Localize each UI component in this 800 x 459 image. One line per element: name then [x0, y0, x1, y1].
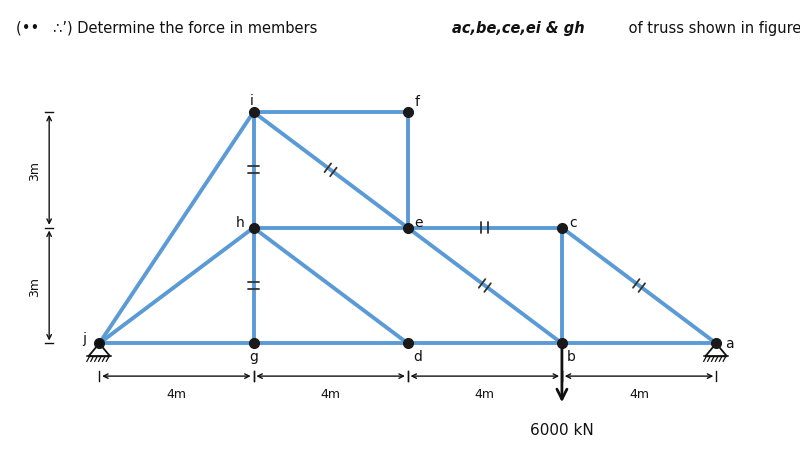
Text: d: d	[413, 349, 422, 363]
Text: 4m: 4m	[629, 387, 649, 400]
Text: b: b	[567, 349, 576, 363]
Text: 3m: 3m	[28, 161, 41, 180]
Text: h: h	[236, 215, 244, 230]
Text: 4m: 4m	[475, 387, 495, 400]
Text: c: c	[569, 215, 577, 230]
Text: 4m: 4m	[166, 387, 186, 400]
Text: ac,be,ce,ei & gh: ac,be,ce,ei & gh	[452, 21, 585, 36]
Text: 6000 kN: 6000 kN	[530, 422, 594, 437]
Text: e: e	[414, 215, 422, 230]
Text: of truss shown in figure: of truss shown in figure	[624, 21, 800, 36]
Text: 4m: 4m	[321, 387, 341, 400]
Text: i: i	[250, 94, 254, 108]
Text: a: a	[726, 336, 734, 351]
Text: (••   ∴’) Determine the force in members: (•• ∴’) Determine the force in members	[16, 21, 322, 36]
Text: j: j	[82, 331, 86, 345]
Text: f: f	[415, 95, 420, 109]
Text: g: g	[249, 349, 258, 363]
Text: 3m: 3m	[28, 276, 41, 296]
